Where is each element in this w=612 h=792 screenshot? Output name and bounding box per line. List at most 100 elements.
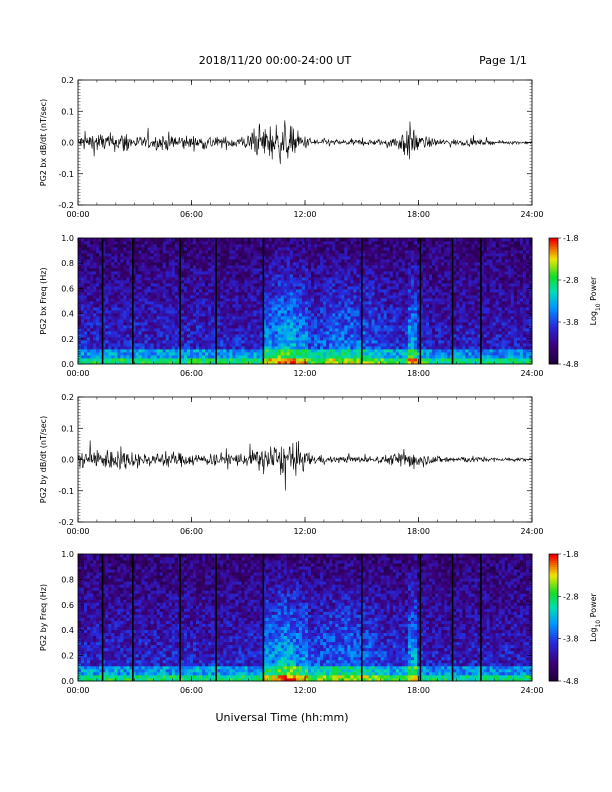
spectrogram-cell (111, 322, 115, 326)
spectrogram-cell (338, 253, 342, 257)
spectrogram-cell (365, 301, 369, 305)
spectrogram-cell (196, 325, 200, 329)
page-indicator: Page 1/1 (479, 54, 527, 67)
spectrogram-cell (410, 319, 415, 323)
spectrogram-cell (168, 277, 173, 281)
spectrogram-cell (317, 265, 321, 269)
spectrogram-cell (229, 355, 233, 359)
spectrogram-cell (377, 301, 382, 305)
spectrogram-cell (368, 256, 372, 260)
spectrogram-cell (244, 334, 248, 338)
spectrogram-cell (311, 310, 315, 314)
spectrogram-cell (232, 265, 236, 269)
spectrogram-cell (153, 238, 158, 242)
spectrogram-cell (174, 352, 179, 356)
spectrogram-cell (292, 289, 297, 293)
spectrogram-cell (347, 340, 351, 344)
spectrogram-cell (301, 277, 306, 281)
spectrogram-cell (153, 319, 158, 323)
spectrogram-cell (229, 310, 233, 314)
spectrogram-cell (123, 361, 127, 365)
spectrogram-cell (93, 319, 97, 323)
spectrogram-cell (132, 253, 136, 257)
spectrogram-cell (311, 301, 315, 305)
spectrogram-cell (174, 310, 179, 314)
spectrogram-cell (162, 325, 167, 329)
spectrogram-cell (416, 295, 421, 299)
spectrogram-cell (220, 349, 224, 353)
spectrogram-cell (78, 292, 82, 296)
spectrogram-cell (171, 283, 176, 287)
spectrogram-cell (301, 265, 306, 269)
spectrogram-cell (81, 313, 85, 317)
spectrogram-cell (159, 295, 164, 299)
spectrogram-cell (102, 247, 106, 251)
spectrogram-cell (362, 310, 366, 314)
spectrogram-cell (153, 307, 158, 311)
spectrogram-cell (156, 322, 161, 326)
spectrogram-cell (150, 238, 155, 242)
spectrogram-cell (138, 301, 142, 305)
spectrogram-cell (268, 238, 273, 242)
spectrogram-cell (244, 250, 248, 254)
spectrogram-cell (398, 310, 403, 314)
spectrogram-cell (320, 277, 324, 281)
spectrogram-cell (423, 292, 427, 296)
spectrogram-cell (165, 343, 170, 347)
spectrogram-cell (117, 325, 121, 329)
spectrogram-cell (202, 319, 206, 323)
spectrogram-cell (347, 304, 351, 308)
spectrogram-cell (265, 328, 270, 332)
spectrogram-cell (90, 256, 94, 260)
spectrogram-cell (84, 334, 88, 338)
spectrogram-cell (144, 268, 149, 272)
spectrogram-cell (317, 340, 321, 344)
spectrogram-cell (353, 238, 357, 242)
spectrogram-cell (371, 310, 376, 314)
spectrogram-cell (180, 295, 185, 299)
spectrogram-cell (123, 253, 127, 257)
spectrogram-cell (320, 280, 324, 284)
spectrogram-cell (395, 277, 400, 281)
spectrogram-cell (90, 316, 94, 320)
spectrogram-cell (241, 325, 245, 329)
spectrogram-cell (262, 355, 267, 359)
spectrogram-cell (226, 361, 230, 365)
spectrogram-cell (90, 280, 94, 284)
spectrogram-cell (277, 283, 282, 287)
spectrogram-cell (326, 316, 330, 320)
spectrogram-cell (220, 265, 224, 269)
spectrogram-cell (81, 307, 85, 311)
spectrogram-cell (413, 244, 418, 248)
spectrogram-cell (117, 253, 121, 257)
spectrogram-cell (395, 304, 400, 308)
spectrogram-cell (129, 298, 133, 302)
spectrogram-cell (262, 283, 267, 287)
spectrogram-cell (138, 259, 142, 263)
spectrogram-cell (301, 352, 306, 356)
spectrogram-cell (338, 265, 342, 269)
spectrogram-cell (135, 343, 139, 347)
spectrogram-cell (90, 253, 94, 257)
spectrogram-cell (356, 247, 360, 251)
spectrogram-cell (298, 292, 303, 296)
spectrogram-cell (229, 253, 233, 257)
spectrogram-cell (247, 316, 251, 320)
spectrogram-cell (305, 358, 309, 362)
spectrogram-cell (156, 358, 161, 362)
spectrogram-cell (162, 238, 167, 242)
spectrogram-cell (256, 238, 260, 242)
spectrogram-cell (286, 343, 291, 347)
spectrogram-cell (132, 250, 136, 254)
spectrogram-cell (87, 361, 91, 365)
spectrogram-cell (180, 262, 185, 266)
spectrogram-cell (271, 343, 276, 347)
spectrogram-cell (341, 310, 345, 314)
spectrogram-cell (295, 247, 300, 251)
spectrogram-cell (199, 301, 203, 305)
spectrogram-cell (159, 337, 164, 341)
spectrogram-cell (416, 286, 421, 290)
spectrogram-cell (123, 271, 127, 275)
spectrogram-cell (289, 355, 294, 359)
spectrogram-cell (211, 244, 215, 248)
